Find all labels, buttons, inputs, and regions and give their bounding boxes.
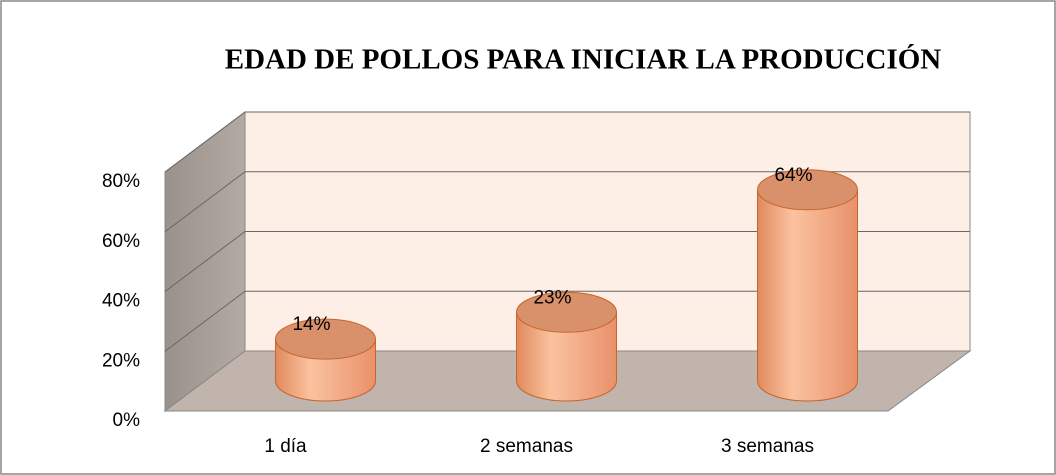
x-tick-label: 1 día (264, 436, 307, 457)
bar-top (275, 318, 376, 360)
y-tick-label: 60% (102, 231, 140, 252)
bar (757, 189, 858, 402)
grid-line (164, 171, 246, 233)
grid-line (164, 290, 246, 352)
bar (516, 311, 617, 402)
y-tick-label: 0% (113, 410, 141, 431)
x-tick-label: 3 semanas (721, 436, 814, 457)
value-label: 14% (292, 314, 330, 335)
chart-title: EDAD DE POLLOS PARA INICIAR LA PRODUCCIÓ… (225, 43, 942, 76)
bar-top (516, 291, 617, 333)
value-label: 64% (774, 165, 812, 186)
y-tick-label: 20% (102, 350, 140, 371)
y-tick-label: 40% (102, 291, 140, 312)
value-label: 23% (533, 287, 571, 308)
grid-line (164, 111, 246, 173)
x-tick-label: 2 semanas (480, 436, 573, 457)
bar-top (757, 169, 858, 211)
y-tick-label: 80% (102, 171, 140, 192)
grid-line (164, 231, 246, 292)
